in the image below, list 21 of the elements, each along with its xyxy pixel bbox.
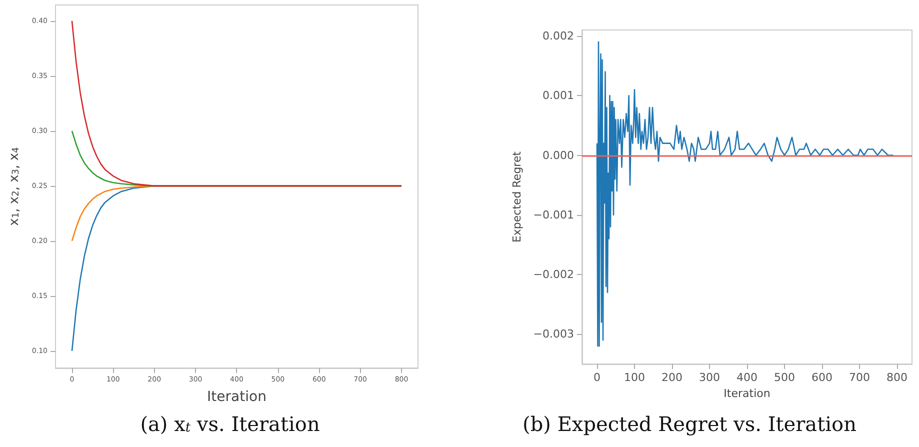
x-tick-label: 600 <box>812 371 832 384</box>
text: (a) xt vs. Iteration <box>140 412 320 436</box>
y-axis-title: Expected Regret <box>510 150 524 243</box>
x-tick-label: 0 <box>594 371 600 384</box>
y-tick-label: −0.003 <box>533 328 574 341</box>
x-tick-label: 800 <box>886 371 908 384</box>
y-tick-label: 0.002 <box>542 29 574 42</box>
y-tick-label: 0.001 <box>542 89 574 102</box>
y-axis-title: x1, x2, x3, x4 <box>7 146 22 226</box>
x-tick-label: 500 <box>774 371 795 384</box>
x-tick-label: 200 <box>662 371 682 384</box>
x-axis-title: Iteration <box>724 386 770 400</box>
x-axis-title: Iteration <box>207 389 266 405</box>
x-tick-label: 300 <box>699 371 720 384</box>
text: (b) Expected Regret vs. Iteration <box>522 412 857 436</box>
x-tick-label: 100 <box>624 371 645 384</box>
x-tick-label: 400 <box>736 371 758 384</box>
y-tick-label: −0.001 <box>533 208 574 222</box>
y-tick-label: 0.000 <box>542 148 574 162</box>
x-tick-label: 700 <box>849 371 870 384</box>
y-tick-label: −0.002 <box>533 268 574 282</box>
